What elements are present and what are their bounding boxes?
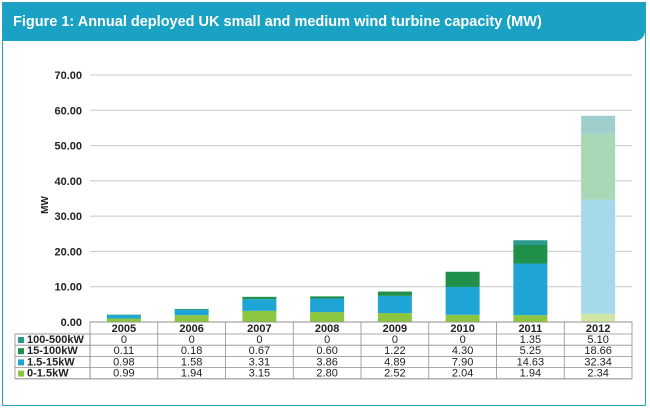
bar-segment-15-100kW-2010 [445,271,480,287]
bar-segment-1.5-15kW-2005 [106,315,141,319]
legend-swatch-0-1.5kW [18,370,24,377]
figure-header: Figure 1: Annual deployed UK small and m… [3,3,645,41]
y-tick-label: 20.00 [54,246,82,258]
bar-segment-1.5-15kW-2010 [445,286,480,315]
y-tick-label: 30.00 [54,211,82,223]
x-tick-label: 2009 [383,323,407,335]
data-label-1.5-15kW-2005: 0.98 [113,356,134,368]
data-label-0-1.5kW-2008: 2.80 [316,368,337,380]
x-tick-label: 2006 [179,323,203,335]
bar-segment-1.5-15kW-2006 [174,309,209,316]
bar-segment-15-100kW-2012 [581,133,616,200]
data-label-1.5-15kW-2011: 14.63 [517,356,545,368]
y-tick-label: 40.00 [54,176,82,188]
data-label-100-500kW-2005: 0 [121,334,127,346]
data-label-0-1.5kW-2012: 2.34 [587,368,608,380]
bar-segment-1.5-15kW-2011 [513,263,548,316]
chart-title: Figure 1: Annual deployed UK small and m… [13,14,542,30]
bar-segment-1.5-15kW-2008 [310,298,345,313]
legend-label-0-1.5kW: 0-1.5kW [27,368,69,380]
data-label-100-500kW-2010: 0 [460,334,466,346]
y-tick-label: 60.00 [54,105,82,117]
data-label-0-1.5kW-2011: 1.94 [520,368,541,380]
bar-segment-0-1.5kW-2012 [581,313,616,322]
y-tick-label: 0.00 [61,317,82,329]
bar-segment-0-1.5kW-2008 [310,312,345,322]
x-tick-label: 2007 [247,323,271,335]
data-label-15-100kW-2008: 0.60 [316,345,337,357]
data-label-100-500kW-2011: 1.35 [520,334,541,346]
data-label-0-1.5kW-2010: 2.04 [452,368,473,380]
data-label-0-1.5kW-2005: 0.99 [113,368,134,380]
bar-segment-15-100kW-2006 [174,308,209,310]
data-label-1.5-15kW-2006: 1.58 [181,356,202,368]
data-label-15-100kW-2005: 0.11 [114,345,135,357]
data-label-15-100kW-2010: 4.30 [452,345,473,357]
data-label-15-100kW-2009: 1.22 [384,345,405,357]
figure-frame: Figure 1: Annual deployed UK small and m… [2,2,646,406]
data-label-15-100kW-2006: 0.18 [181,345,202,357]
legend-swatch-15-100kW [18,348,24,355]
data-label-15-100kW-2012: 18.66 [584,345,612,357]
bar-segment-100-500kW-2011 [513,240,548,246]
data-label-1.5-15kW-2008: 3.86 [316,356,337,368]
data-label-100-500kW-2007: 0 [256,334,262,346]
bar-segment-15-100kW-2007 [242,296,277,300]
data-label-15-100kW-2007: 0.67 [249,345,270,357]
x-tick-label: 2008 [315,323,339,335]
data-label-1.5-15kW-2010: 7.90 [452,356,473,368]
bar-segment-0-1.5kW-2011 [513,315,548,322]
x-tick-label: 2011 [518,323,542,335]
data-label-1.5-15kW-2007: 3.31 [249,356,270,368]
bar-segment-1.5-15kW-2012 [581,199,616,314]
data-table: 2005 2006 2007 2008 2009 2010 2011 2012 100-500k… [14,321,633,380]
bar-segment-0-1.5kW-2006 [174,315,209,322]
y-axis-ticks: 0.00 10.00 20.00 30.00 40.00 50.00 60.00 70.00 [54,70,82,329]
data-label-0-1.5kW-2007: 3.15 [249,368,270,380]
data-label-15-100kW-2011: 5.25 [520,345,541,357]
data-label-100-500kW-2006: 0 [189,334,195,346]
bar-segment-0-1.5kW-2010 [445,314,480,322]
legend-label-1.5-15kW: 1.5-15kW [27,356,75,368]
data-label-0-1.5kW-2009: 2.52 [384,368,405,380]
y-axis-label: MW [40,196,51,214]
data-label-1.5-15kW-2009: 4.89 [384,356,405,368]
data-label-100-500kW-2012: 5.10 [587,334,608,346]
bar-segment-100-500kW-2012 [581,115,616,134]
legend-swatch-100-500kW [18,337,24,343]
bar-segment-1.5-15kW-2009 [377,295,412,314]
bar-segment-0-1.5kW-2005 [106,318,141,322]
bar-segment-15-100kW-2011 [513,245,548,264]
x-tick-label: 2010 [450,323,474,335]
bar-segment-0-1.5kW-2009 [377,313,412,322]
legend-swatch-1.5-15kW [18,359,24,366]
bar-segment-1.5-15kW-2007 [242,299,277,311]
data-label-0-1.5kW-2006: 1.94 [181,368,202,380]
y-tick-label: 70.00 [54,70,82,82]
data-label-100-500kW-2008: 0 [324,334,330,346]
bars [106,115,616,322]
gridlines [90,74,632,323]
bar-segment-15-100kW-2009 [377,291,412,296]
x-tick-label: 2005 [112,323,136,335]
y-tick-label: 10.00 [54,282,82,294]
y-tick-label: 50.00 [54,141,82,153]
bar-segment-15-100kW-2008 [310,296,345,299]
legend-label-100-500kW: 100-500kW [27,334,84,346]
x-tick-label: 2012 [586,323,610,335]
legend-label-15-100kW: 15-100kW [27,345,78,357]
data-label-1.5-15kW-2012: 32.34 [584,356,612,368]
bar-segment-0-1.5kW-2007 [242,310,277,322]
data-label-100-500kW-2009: 0 [392,334,398,346]
